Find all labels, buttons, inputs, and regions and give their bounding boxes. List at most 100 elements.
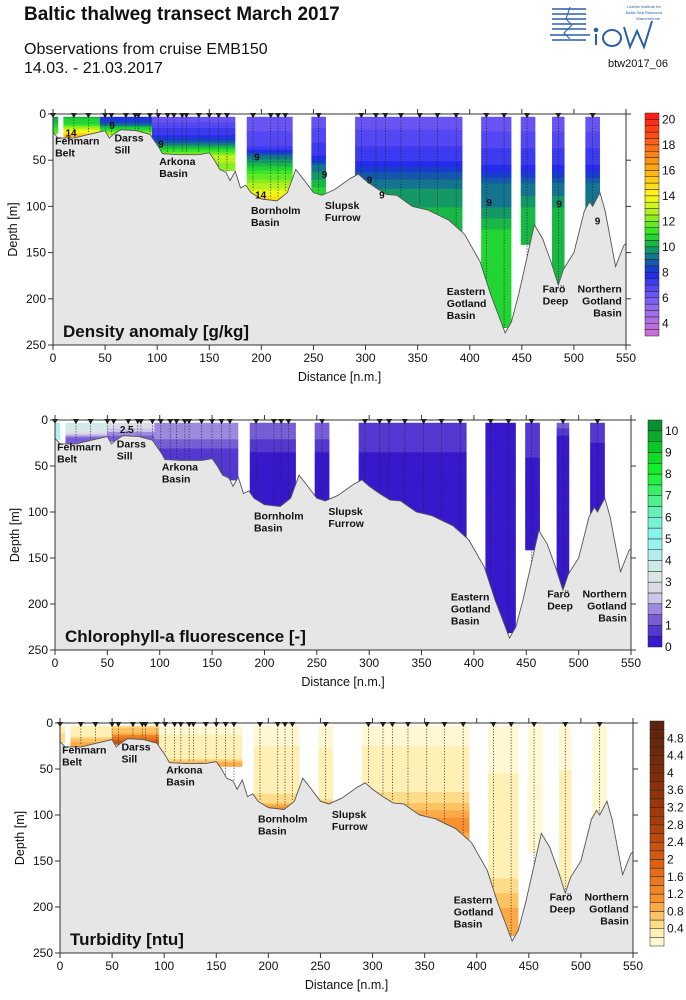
section-4-cell xyxy=(253,755,300,758)
section-9-cell xyxy=(556,555,570,558)
section-7-cell xyxy=(488,747,519,751)
section-7-cell xyxy=(485,450,516,453)
section-7-cell xyxy=(485,439,516,442)
section-4-cell xyxy=(249,489,296,492)
section-10-cell xyxy=(585,159,600,162)
section-4-cell xyxy=(249,470,296,474)
section-4-cell xyxy=(253,744,300,747)
section-7-cell xyxy=(481,162,512,166)
section-1-cell xyxy=(70,734,113,738)
section-8-cell xyxy=(520,198,536,201)
section-8-cell xyxy=(520,196,536,199)
section-9-cell xyxy=(556,443,570,446)
colorbar-swatch xyxy=(649,815,665,826)
section-6-cell xyxy=(358,496,467,499)
colorbar-swatch xyxy=(644,131,660,139)
section-8-cell xyxy=(527,817,543,821)
section-8-cell xyxy=(520,151,536,155)
section-6-cell xyxy=(358,443,467,446)
section-7-cell xyxy=(488,746,519,749)
section-9-cell xyxy=(556,566,570,569)
section-7-cell xyxy=(488,854,519,857)
basin-label: Sill xyxy=(114,145,130,157)
section-4-cell xyxy=(246,150,293,153)
section-7-cell xyxy=(485,557,516,560)
section-7-cell xyxy=(481,199,512,203)
section-6-cell xyxy=(362,786,470,789)
colorbar-swatch xyxy=(644,323,660,330)
section-7-cell xyxy=(488,834,519,837)
section-7-cell xyxy=(488,902,519,905)
section-7-cell xyxy=(481,126,512,129)
section-8-cell xyxy=(527,804,543,808)
section-9-cell xyxy=(552,255,565,258)
section-6-cell xyxy=(362,758,470,762)
section-2-cell xyxy=(107,430,155,433)
section-10-cell xyxy=(592,749,607,753)
section-8-cell xyxy=(527,834,543,837)
section-6-cell xyxy=(362,757,470,760)
section-6-cell xyxy=(362,808,470,811)
section-9-cell xyxy=(559,821,572,824)
section-8-cell xyxy=(527,825,543,828)
section-7-cell xyxy=(481,201,512,205)
section-9-cell xyxy=(559,777,572,780)
section-3-cell xyxy=(158,731,243,734)
section-7-cell xyxy=(488,736,519,740)
colorbar-tick-label: 2 xyxy=(667,852,674,866)
section-4-cell xyxy=(246,140,293,144)
y-tick-label: 100 xyxy=(33,808,53,822)
section-6-cell xyxy=(355,150,463,153)
x-tick-label: 250 xyxy=(307,656,327,670)
section-8-cell xyxy=(525,441,540,444)
section-9-cell xyxy=(552,235,565,238)
section-8-cell xyxy=(520,168,536,171)
section-9-cell xyxy=(552,240,565,244)
basin-label: Gotland xyxy=(589,904,629,916)
colorbar-tick-label: 2.4 xyxy=(667,835,684,849)
section-8-cell xyxy=(525,468,540,472)
section-0-cell xyxy=(53,122,59,125)
section-6-cell xyxy=(362,784,470,788)
basin-label: Gotland xyxy=(454,906,494,918)
section-9-cell xyxy=(552,262,565,266)
section-3-cell xyxy=(158,760,243,764)
section-8-cell xyxy=(527,771,543,775)
section-6-cell xyxy=(362,782,470,786)
section-7-cell xyxy=(481,140,512,144)
section-7-cell xyxy=(485,573,516,577)
section-7-cell xyxy=(485,546,516,549)
colorbar-tick-label: 6 xyxy=(662,291,669,305)
section-7-cell xyxy=(485,422,516,426)
section-3-cell xyxy=(154,452,239,455)
section-7-cell xyxy=(485,542,516,545)
section-7-cell xyxy=(481,301,512,305)
colorbar-swatch xyxy=(649,885,665,895)
section-7-cell xyxy=(481,205,512,208)
section-7-cell xyxy=(485,520,516,523)
section-10-cell xyxy=(592,771,607,775)
section-3-cell xyxy=(154,448,239,451)
section-9-cell xyxy=(559,749,572,753)
section-5-cell xyxy=(318,757,333,760)
colorbar-swatch xyxy=(644,291,660,299)
section-8-cell xyxy=(520,231,536,234)
section-4-cell xyxy=(253,760,300,764)
section-9-cell xyxy=(559,804,572,808)
section-7-cell xyxy=(485,509,516,512)
section-4-cell xyxy=(249,481,296,485)
x-tick-label: 300 xyxy=(363,959,383,973)
section-2-cell xyxy=(112,727,159,731)
section-5-cell xyxy=(311,168,326,171)
section-9-cell xyxy=(552,151,565,155)
section-7-cell xyxy=(481,222,512,225)
section-10-cell xyxy=(585,164,600,168)
section-3-cell xyxy=(158,746,243,749)
colorbar-swatch xyxy=(644,125,660,133)
section-7-cell xyxy=(488,819,519,823)
section-4-cell xyxy=(246,144,293,147)
section-8-cell xyxy=(527,819,543,823)
section-2-cell xyxy=(99,122,158,125)
section-7-cell xyxy=(485,476,516,479)
section-8-cell xyxy=(520,240,536,244)
